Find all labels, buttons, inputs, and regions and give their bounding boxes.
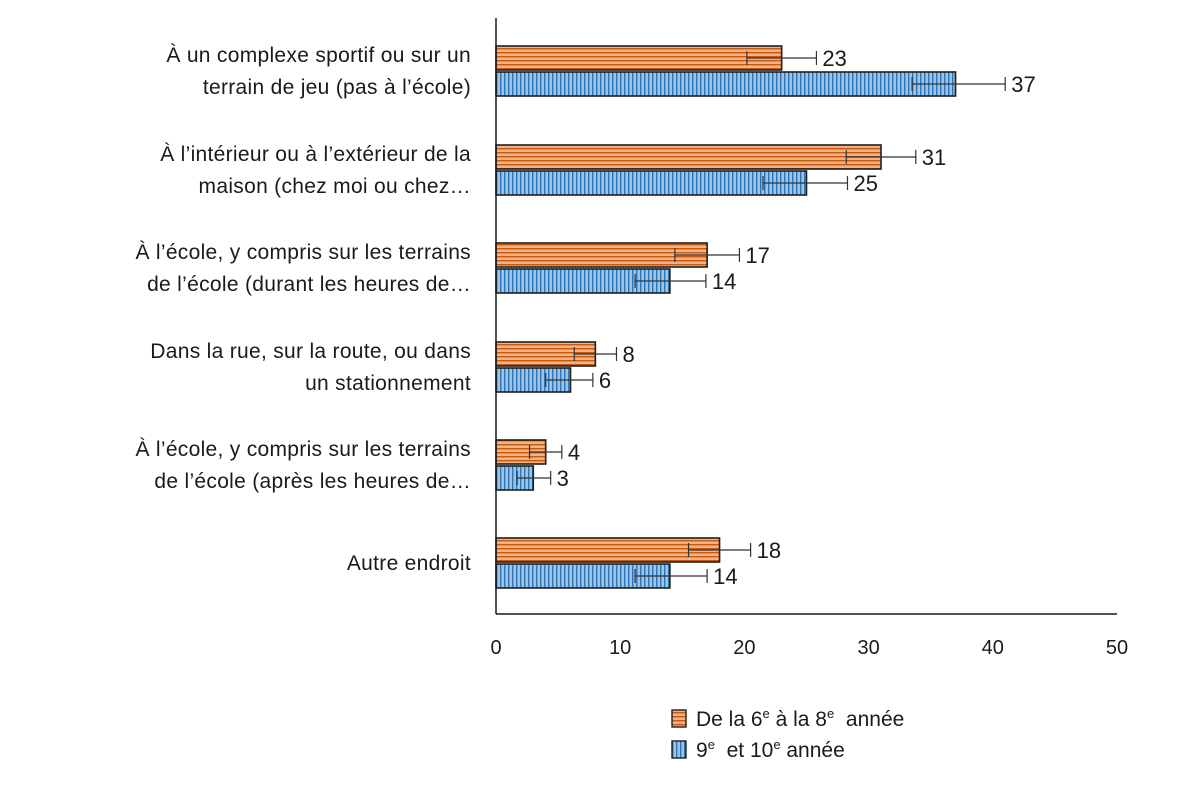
legend: De la 6e à la 8e année 9e et 10e année (671, 706, 904, 762)
category-labels: À un complexe sportif ou sur un terrain d… (135, 44, 471, 575)
legend-swatch (671, 740, 687, 759)
data-label: 14 (712, 269, 736, 294)
data-label: 8 (622, 342, 634, 367)
bars: 23 37 31 25 17 14 86 43 18 14 (495, 45, 1036, 589)
category-label: Dans la rue, sur la route, ou dans (150, 340, 471, 363)
bar (495, 242, 708, 268)
x-tick-labels: 0 10 20 30 40 50 (490, 637, 1128, 659)
data-label: 17 (745, 243, 769, 268)
category-label: de l’école (durant les heures de… (147, 273, 471, 296)
bar (495, 170, 808, 196)
legend-swatch (671, 709, 687, 728)
category-label: maison (chez moi ou chez… (199, 175, 471, 198)
x-tick-label: 20 (733, 637, 755, 659)
x-tick-label: 50 (1106, 637, 1128, 659)
legend-label: 9e et 10e année (696, 737, 845, 762)
data-label: 14 (713, 564, 737, 589)
x-tick-label: 10 (609, 637, 631, 659)
data-label: 31 (922, 145, 946, 170)
x-tick-label: 30 (857, 637, 879, 659)
data-label: 6 (599, 368, 611, 393)
data-label: 3 (557, 466, 569, 491)
x-tick-label: 0 (490, 637, 501, 659)
axes (495, 18, 1117, 615)
category-label: Autre endroit (347, 552, 471, 575)
bar (495, 45, 783, 71)
category-label: À un complexe sportif ou sur un (166, 44, 471, 67)
category-label: À l’intérieur ou à l’extérieur de la (160, 143, 471, 166)
legend-label: De la 6e à la 8e année (696, 706, 904, 731)
bar (495, 563, 671, 589)
data-label: 4 (568, 440, 580, 465)
data-label: 25 (853, 171, 877, 196)
category-label: un stationnement (305, 372, 471, 395)
category-label: terrain de jeu (pas à l’école) (203, 76, 471, 99)
category-label: À l’école, y compris sur les terrains (135, 241, 471, 264)
bar (495, 144, 882, 170)
x-tick-label: 40 (982, 637, 1004, 659)
data-label: 37 (1011, 72, 1035, 97)
bar (495, 71, 957, 97)
data-label: 23 (822, 46, 846, 71)
category-label: À l’école, y compris sur les terrains (135, 438, 471, 461)
data-label: 18 (757, 538, 781, 563)
category-label: de l’école (après les heures de… (154, 470, 471, 493)
bar (495, 537, 721, 563)
